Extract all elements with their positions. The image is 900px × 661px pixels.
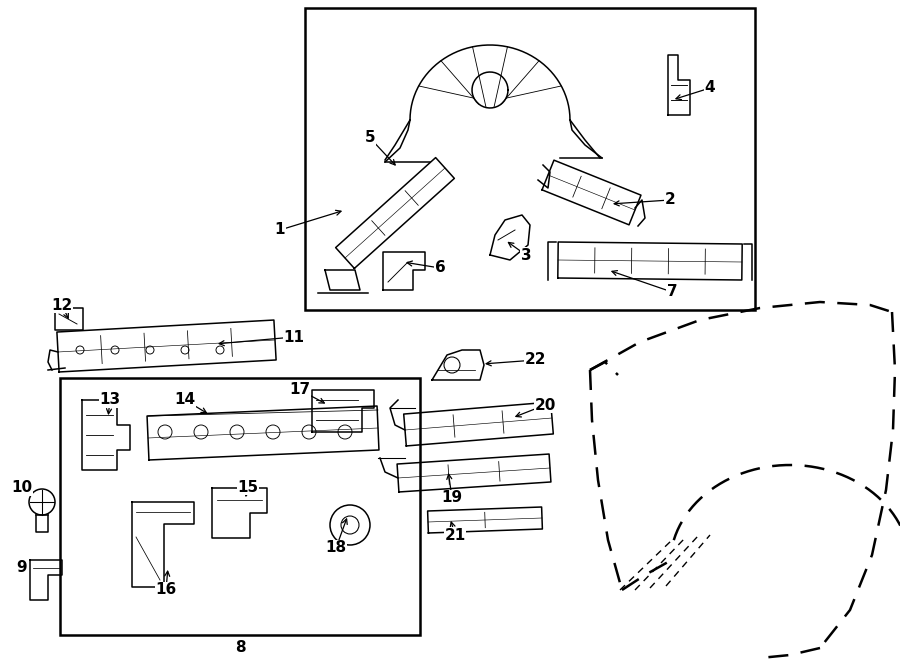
Text: 8: 8 (235, 641, 246, 656)
Text: 16: 16 (156, 582, 176, 598)
Text: 20: 20 (535, 397, 555, 412)
Text: 11: 11 (284, 329, 304, 344)
Text: 17: 17 (290, 383, 310, 397)
Text: 1: 1 (274, 223, 285, 237)
Text: 21: 21 (445, 527, 465, 543)
Text: 15: 15 (238, 479, 258, 494)
Text: 2: 2 (664, 192, 675, 208)
Text: 9: 9 (17, 561, 27, 576)
Text: 18: 18 (326, 541, 346, 555)
Text: 22: 22 (526, 352, 547, 368)
Bar (305, 8, 755, 310)
Text: 5: 5 (364, 130, 375, 145)
Text: 4: 4 (705, 81, 716, 95)
Text: 12: 12 (51, 297, 73, 313)
Text: 13: 13 (99, 393, 121, 407)
Text: 7: 7 (667, 284, 678, 299)
Text: 19: 19 (441, 490, 463, 506)
Text: 14: 14 (175, 393, 195, 407)
Text: 3: 3 (521, 247, 531, 262)
Text: 10: 10 (12, 481, 32, 496)
Bar (60, 378, 420, 635)
Text: 6: 6 (435, 260, 446, 276)
